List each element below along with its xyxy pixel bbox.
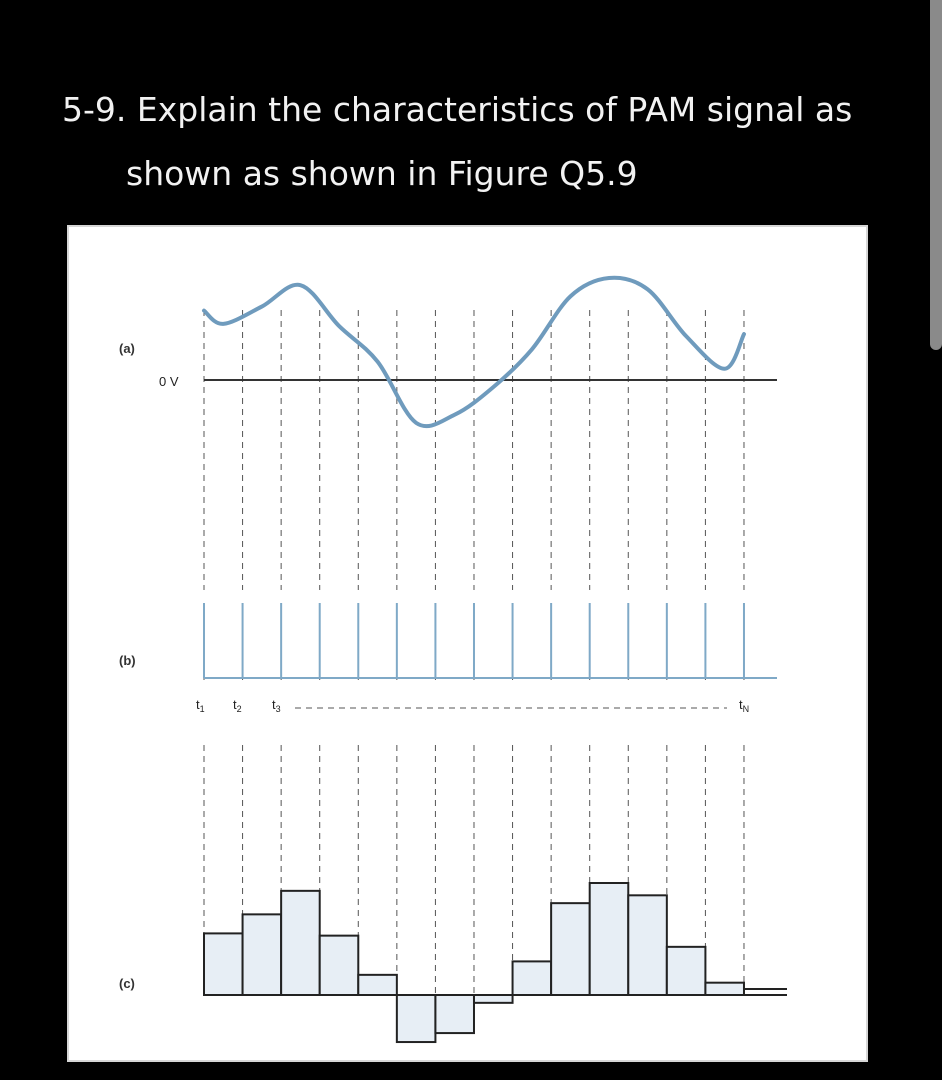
time-label-t1: t1 xyxy=(196,697,205,714)
question-text: 5-9. Explain the characteristics of PAM … xyxy=(62,78,902,206)
panel-b-sampling-pulses xyxy=(203,603,777,709)
pam-pulse xyxy=(704,981,745,996)
pam-pulse xyxy=(665,945,707,997)
pam-pulse xyxy=(395,994,437,1044)
figure-labels: (a) (b) (c) 0 V t1 t2 t3 tN xyxy=(119,341,749,991)
time-label-subscript: 3 xyxy=(276,704,281,714)
pam-pulse xyxy=(511,960,553,997)
time-label-tn: tN xyxy=(739,697,749,714)
time-label-subscript: N xyxy=(743,704,750,714)
scrollbar[interactable] xyxy=(930,0,942,350)
panel-c-pam-signal xyxy=(203,882,787,1044)
zero-volt-label: 0 V xyxy=(159,374,179,389)
panel-label-c: (c) xyxy=(119,976,135,991)
question-line-2: shown as shown in Figure Q5.9 xyxy=(126,154,638,193)
pam-pulse xyxy=(550,902,591,996)
pam-pulse xyxy=(203,932,244,997)
pam-pulse xyxy=(588,882,630,996)
pam-figure: (a) (b) (c) 0 V t1 t2 t3 tN xyxy=(67,225,868,1062)
panel-a-analog-signal xyxy=(202,275,777,429)
pam-pulse xyxy=(472,994,514,1004)
pam-pulse xyxy=(357,973,398,997)
pam-pulse xyxy=(280,889,321,997)
time-label-t3: t3 xyxy=(272,697,281,714)
pam-pulse xyxy=(241,913,283,996)
pam-pulse xyxy=(434,994,475,1035)
time-label-subscript: 1 xyxy=(200,704,205,714)
panel-label-b: (b) xyxy=(119,653,136,668)
pam-diagram: (a) (b) (c) 0 V t1 t2 t3 tN xyxy=(119,275,787,1044)
pam-pulse xyxy=(318,934,360,997)
analog-signal-curve xyxy=(202,275,746,429)
time-label-t2: t2 xyxy=(233,697,242,714)
time-label-subscript: 2 xyxy=(237,704,242,714)
question-line-1: 5-9. Explain the characteristics of PAM … xyxy=(62,90,853,129)
pam-pulse xyxy=(627,894,668,997)
panel-label-a: (a) xyxy=(119,341,135,356)
